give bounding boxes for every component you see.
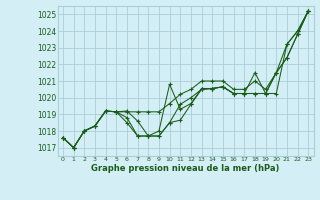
X-axis label: Graphe pression niveau de la mer (hPa): Graphe pression niveau de la mer (hPa)	[92, 164, 280, 173]
